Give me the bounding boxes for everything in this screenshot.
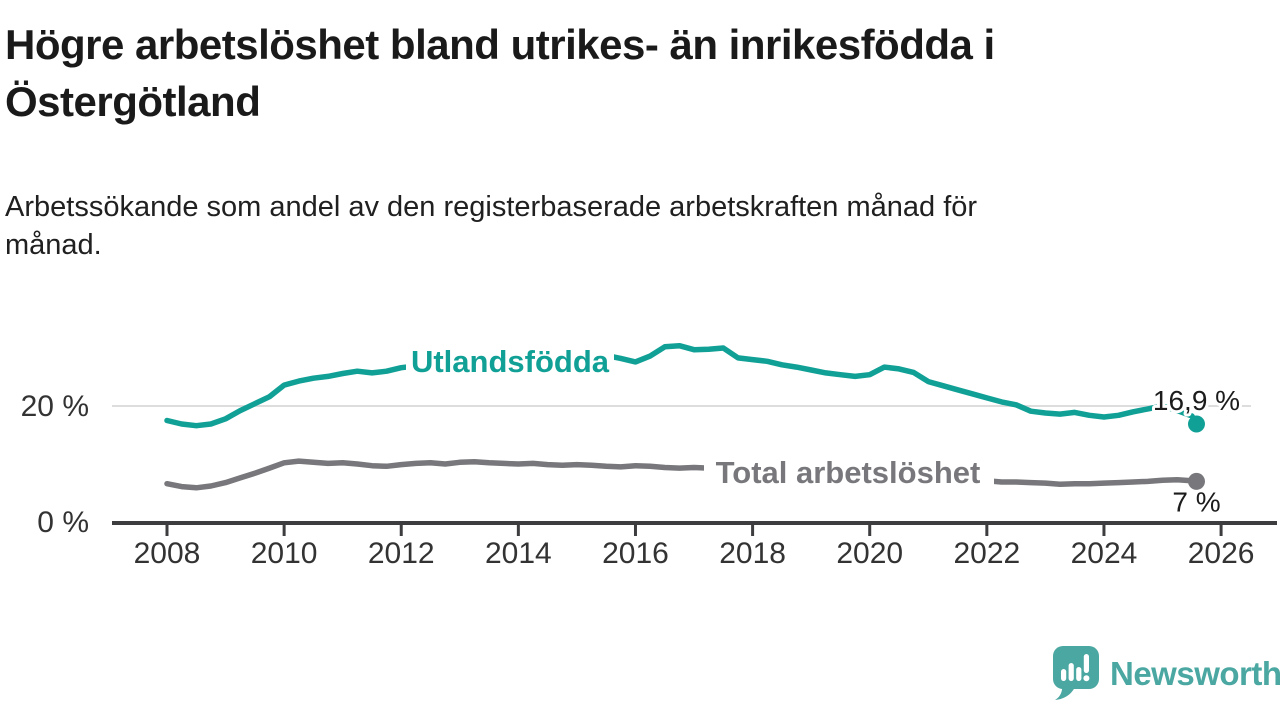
series-line-total [164,458,1200,491]
y-axis-tick-labels: 0 % 20 % [21,390,89,539]
series-label-bg-1 [704,455,994,493]
x-axis [112,521,1277,536]
newsworthy-logo-icon [1053,646,1099,700]
x-axis-tick-labels: 2008 2010 2012 2014 2016 2018 2020 2022 2024 2026 [134,537,1255,570]
series-label-1: Total arbetslöshet [716,455,981,490]
y-tick-label-20: 20 % [21,390,89,423]
page-title-line-1: Högre arbetslöshet bland utrikes- än inr… [5,21,995,68]
page-title-line-2: Östergötland [5,78,261,125]
end-dot-1 [1187,472,1205,490]
chart-subtitle: Arbetssökande som andel av den registerb… [5,188,1265,264]
x-tick-label-2010: 2010 [251,537,318,570]
series-label-backgrounds [406,343,994,493]
x-tick-label-2014: 2014 [485,537,552,570]
series-lines [164,342,1200,491]
series-end-dots [1187,415,1205,490]
chart-subtitle-line-1: Arbetssökande som andel av den registerb… [5,191,978,223]
series-line-utlandsfodda [164,342,1200,429]
newsworthy-logo-text: Newsworthy [1110,655,1280,692]
chart-subtitle-line-2: månad. [5,229,102,261]
series-end-value-labels: 16,9 % 7 % [1150,382,1243,520]
exclamation-dot [1083,675,1090,682]
end-value-label-0: 16,9 % [1153,385,1240,416]
x-tick-label-2020: 2020 [836,537,903,570]
x-tick-label-2016: 2016 [602,537,669,570]
series-label-bg-0 [406,343,614,381]
newsworthy-logo: Newsworthy [1053,646,1280,702]
end-value-label-1: 7 % [1172,486,1220,517]
x-tick-label-2026: 2026 [1188,537,1255,570]
x-tick-label-2008: 2008 [134,537,201,570]
series-labels: Utlandsfödda Total arbetslöshet [411,344,980,490]
x-tick-label-2018: 2018 [719,537,786,570]
x-tick-label-2022: 2022 [953,537,1020,570]
y-tick-label-0: 0 % [37,506,89,539]
end-dot-0 [1187,415,1205,433]
x-tick-label-2012: 2012 [368,537,435,570]
speech-bubble-tail [1055,684,1075,700]
page-title: Högre arbetslöshet bland utrikes- än inr… [5,16,1265,130]
series-label-0: Utlandsfödda [411,344,610,379]
x-tick-label-2024: 2024 [1071,537,1138,570]
